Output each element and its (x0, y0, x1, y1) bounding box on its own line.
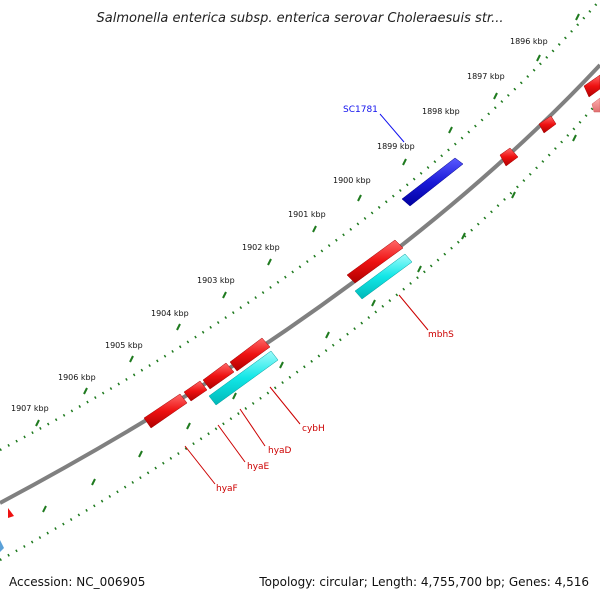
leader-mbhS (398, 294, 429, 331)
feature-bottom-left-blue (0, 540, 4, 552)
tick-label-1906: 1906 kbp (58, 373, 96, 382)
tick-label-1898: 1898 kbp (422, 107, 460, 116)
gene-label-hyaE[interactable]: hyaE (247, 462, 270, 472)
accession-text: Accession: NC_006905 (9, 575, 146, 589)
leader-hyaD (239, 408, 266, 447)
gene-hya-red-feature-4[interactable] (143, 393, 188, 429)
outer-major-ticks (35, 13, 580, 427)
gene-mbhS-feature[interactable] (354, 253, 413, 300)
tick-label-1900: 1900 kbp (333, 176, 371, 185)
gene-mbhS-red-feature[interactable] (346, 239, 404, 284)
genome-backbone (0, 63, 600, 505)
tick-label-1901: 1901 kbp (288, 210, 326, 219)
gene-label-cybH[interactable]: cybH (302, 424, 325, 434)
gene-label-SC1781[interactable]: SC1781 (343, 105, 378, 115)
feature-bottom-left-red (8, 508, 14, 518)
feature-top-right-pink (591, 97, 600, 113)
gene-label-hyaF[interactable]: hyaF (216, 484, 238, 494)
gene-hya-red-feature-2[interactable] (202, 362, 235, 390)
gene-label-mbhS[interactable]: mbhS (428, 330, 454, 340)
leader-SC1781 (379, 113, 405, 143)
tick-label-1902: 1902 kbp (242, 243, 280, 252)
inner-major-ticks (42, 134, 577, 513)
inner-tick-ring (0, 99, 600, 562)
feature-small-red-1 (538, 115, 557, 134)
tick-label-1907: 1907 kbp (11, 404, 49, 413)
genome-stats-text: Topology: circular; Length: 4,755,700 bp… (259, 575, 589, 589)
leader-cybH (269, 386, 301, 425)
tick-label-1899: 1899 kbp (377, 142, 415, 151)
tick-label-1896: 1896 kbp (510, 37, 548, 46)
tick-label-1905: 1905 kbp (105, 341, 143, 350)
leader-hyaE (217, 424, 246, 463)
tick-label-1904: 1904 kbp (151, 309, 189, 318)
gene-hya-red-feature-3[interactable] (183, 380, 208, 402)
map-title: Salmonella enterica subsp. enterica sero… (97, 11, 504, 26)
gene-cybH-feature[interactable] (208, 350, 279, 406)
feature-top-right-red (583, 74, 600, 98)
leader-hyaF (184, 445, 216, 485)
gene-SC1781-feature[interactable] (401, 157, 464, 207)
tick-label-1897: 1897 kbp (467, 72, 505, 81)
feature-small-red-2 (499, 147, 519, 167)
gene-hya-red-feature-1[interactable] (229, 337, 271, 372)
gene-label-hyaD[interactable]: hyaD (268, 446, 292, 456)
outer-tick-ring (0, 0, 600, 452)
tick-labels: 1896 kbp 1897 kbp 1898 kbp 1899 kbp 1900… (11, 37, 548, 413)
tick-label-1903: 1903 kbp (197, 276, 235, 285)
